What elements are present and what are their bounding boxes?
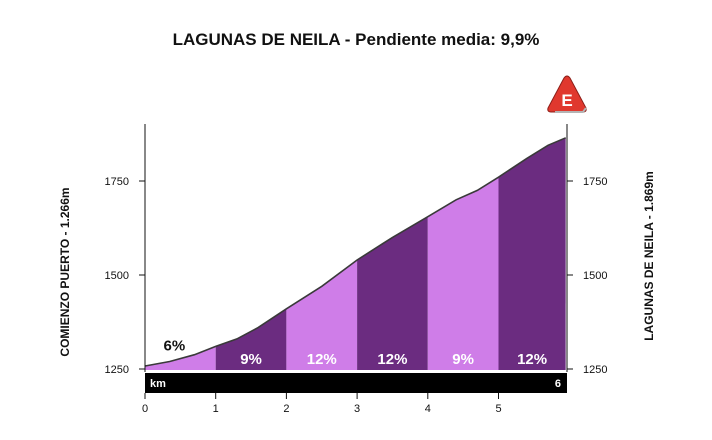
profile-segment-1 [145, 346, 216, 370]
x-tick-label: 2 [283, 403, 289, 415]
profile-segments [144, 137, 567, 370]
right-side-label: LAGUNAS DE NEILA - 1.869m [642, 171, 656, 341]
segment-gradient-label-6: 12% [517, 351, 547, 368]
y-tick-label-left: 1250 [105, 364, 129, 376]
y-tick-label-right: 1250 [583, 364, 607, 376]
y-tick-label-left: 1750 [105, 176, 129, 188]
x-tick-label: 4 [425, 403, 431, 415]
left-side-label: COMIENZO PUERTO - 1.266m [58, 187, 72, 356]
x-tick-label: 1 [213, 403, 219, 415]
segment-gradient-label-1: 6% [164, 338, 186, 355]
segment-gradient-label-3: 12% [307, 351, 337, 368]
km-end-label: 6 [555, 378, 561, 390]
profile-outline [144, 137, 567, 367]
finish-badge-shadow [555, 107, 587, 113]
y-tick-label-left: 1500 [105, 270, 129, 282]
finish-badge: E [547, 75, 587, 113]
y-tick-label-right: 1500 [583, 270, 607, 282]
km-bar [145, 373, 567, 393]
axes: 1250 1250 1500 1500 1750 1750 km 6 0 1 2 3 4 5 COMIENZ… [58, 124, 656, 415]
y-tick-label-right: 1750 [583, 176, 607, 188]
segment-gradient-label-4: 12% [377, 351, 407, 368]
profile-segment-5 [427, 177, 499, 370]
km-unit-label: km [150, 378, 166, 390]
x-tick-label: 0 [142, 403, 148, 415]
segment-labels: 6% 9% 12% 12% 9% 12% [164, 338, 548, 368]
finish-badge-letter: E [561, 91, 572, 110]
finish-badge-triangle [547, 75, 587, 113]
x-tick-label: 3 [354, 403, 360, 415]
profile-segment-6 [498, 137, 566, 370]
profile-segment-2 [215, 308, 287, 370]
chart-title: LAGUNAS DE NEILA - Pendiente media: 9,9% [172, 30, 540, 49]
segment-gradient-label-2: 9% [240, 351, 262, 368]
segment-gradient-label-5: 9% [452, 351, 474, 368]
x-tick-label: 5 [495, 403, 501, 415]
profile-segment-3 [286, 260, 358, 370]
profile-segment-4 [357, 216, 428, 370]
